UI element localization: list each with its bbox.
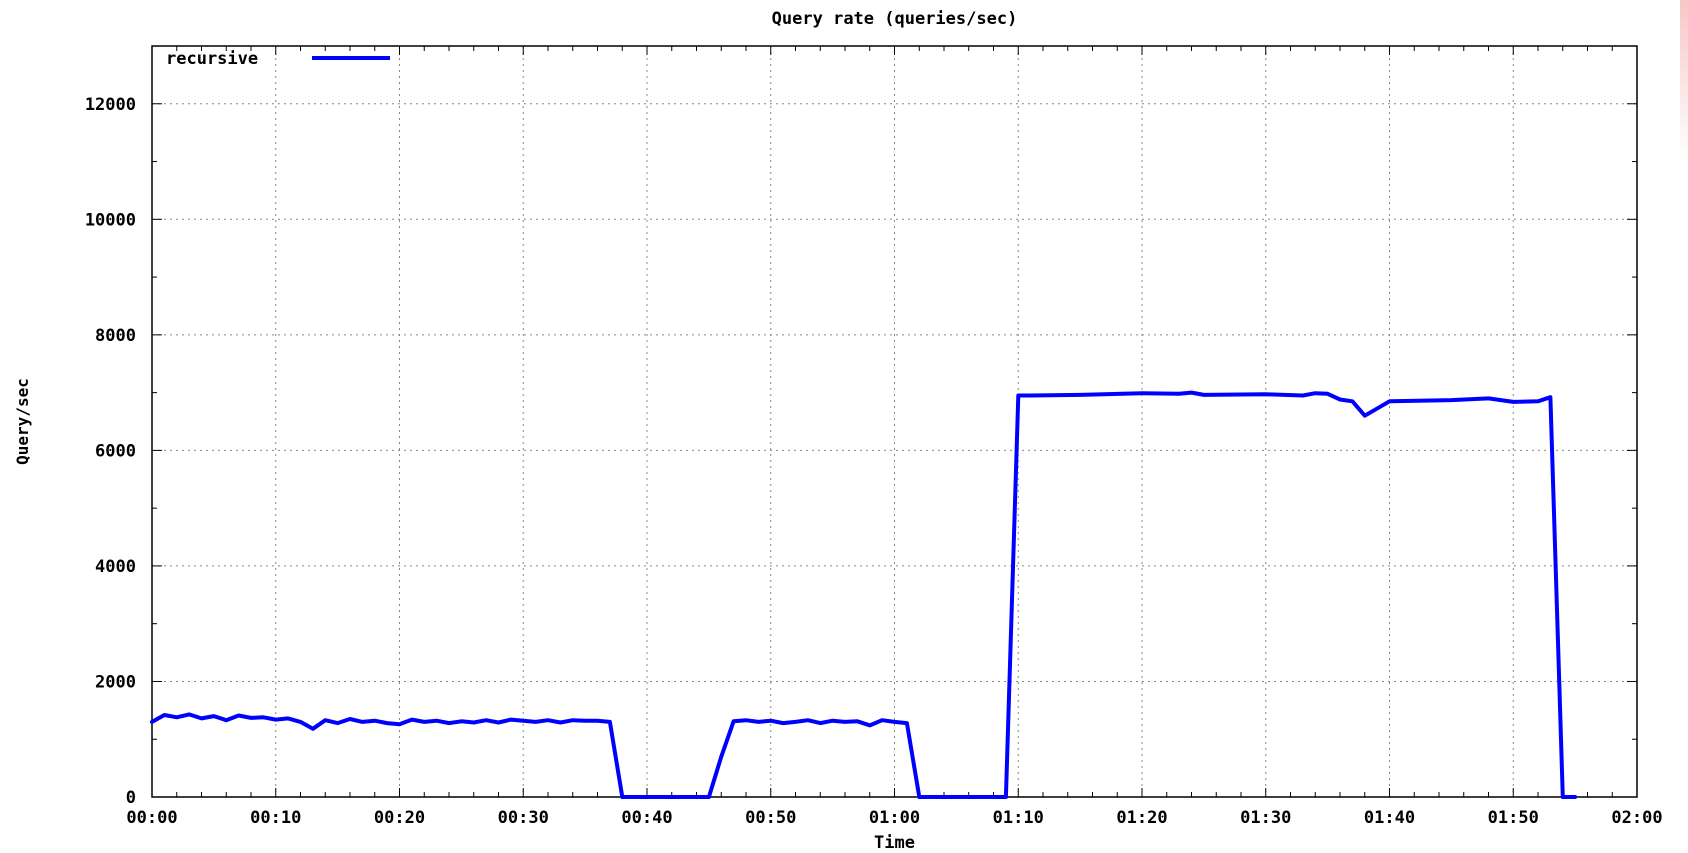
series-line-recursive: [150, 390, 1578, 799]
y-tick-label: 12000: [85, 95, 136, 115]
x-axis-label: Time: [874, 833, 915, 853]
x-tick-label: 01:10: [993, 808, 1044, 828]
y-axis-label: Query/sec: [13, 378, 32, 465]
x-tick-label: 00:30: [498, 808, 549, 828]
y-tick-label: 6000: [95, 441, 136, 461]
y-tick-label: 8000: [95, 326, 136, 346]
x-tick-label: 00:20: [374, 808, 425, 828]
x-tick-label: 01:40: [1364, 808, 1415, 828]
legend-label: recursive: [166, 49, 258, 69]
x-tick-label: 00:40: [621, 808, 672, 828]
x-tick-label: 00:50: [745, 808, 796, 828]
edge-decoration: [1680, 0, 1688, 160]
x-tick-label: 01:30: [1240, 808, 1291, 828]
x-tick-label: 01:20: [1116, 808, 1167, 828]
y-tick-label: 2000: [95, 672, 136, 692]
x-tick-label: 02:00: [1611, 808, 1662, 828]
y-tick-label: 10000: [85, 210, 136, 230]
x-tick-label: 01:00: [869, 808, 920, 828]
x-tick-label: 00:00: [126, 808, 177, 828]
chart-title: Query rate (queries/sec): [772, 9, 1018, 29]
plot-frame: [151, 45, 1638, 798]
x-tick-label: 00:10: [250, 808, 301, 828]
y-tick-label: 4000: [95, 557, 136, 577]
y-tick-label: 0: [126, 788, 136, 808]
x-tick-label: 01:50: [1488, 808, 1539, 828]
